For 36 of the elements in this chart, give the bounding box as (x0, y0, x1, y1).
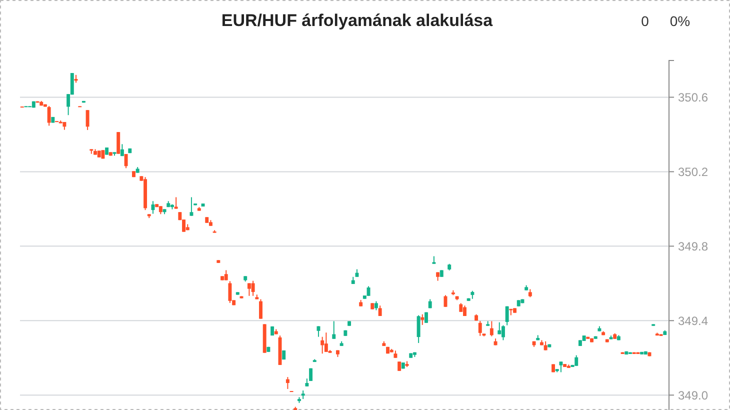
candlestick (332, 320, 336, 340)
y-tick-label: 349.8 (678, 239, 708, 254)
candlestick (259, 298, 262, 320)
candlestick (490, 320, 494, 337)
candlestick (86, 110, 90, 130)
candlestick (416, 314, 420, 344)
candlestick (420, 314, 424, 326)
candlestick (228, 280, 232, 304)
candlestick (324, 332, 328, 352)
candlestick (501, 324, 505, 341)
candlestick (151, 200, 155, 214)
y-tick-label: 350.2 (678, 164, 708, 179)
candlestick (505, 306, 509, 326)
candlestick (316, 326, 320, 338)
candlestick (286, 376, 290, 390)
candlestick (574, 354, 578, 366)
candlestick (124, 154, 128, 169)
chart-title: EUR/HUF árfolyamának alakulása (221, 11, 494, 30)
candlestick (47, 105, 51, 126)
candlestick (247, 282, 251, 296)
candlestick (251, 280, 255, 296)
y-tick-label: 349.0 (678, 388, 708, 402)
y-tick-label: 349.4 (678, 314, 708, 328)
candlestick (559, 361, 563, 373)
text: 0% (670, 13, 690, 29)
candlestick (320, 336, 324, 354)
candlestick (463, 305, 466, 316)
candlestick (116, 132, 120, 154)
candlestick (190, 196, 194, 216)
text: 0 (641, 13, 650, 29)
candlestick (398, 361, 402, 372)
candlestick (309, 368, 313, 382)
candlestick (378, 305, 382, 316)
candlestick (478, 320, 482, 336)
candlestick (174, 196, 178, 210)
y-tick-label: 350.6 (678, 90, 708, 104)
